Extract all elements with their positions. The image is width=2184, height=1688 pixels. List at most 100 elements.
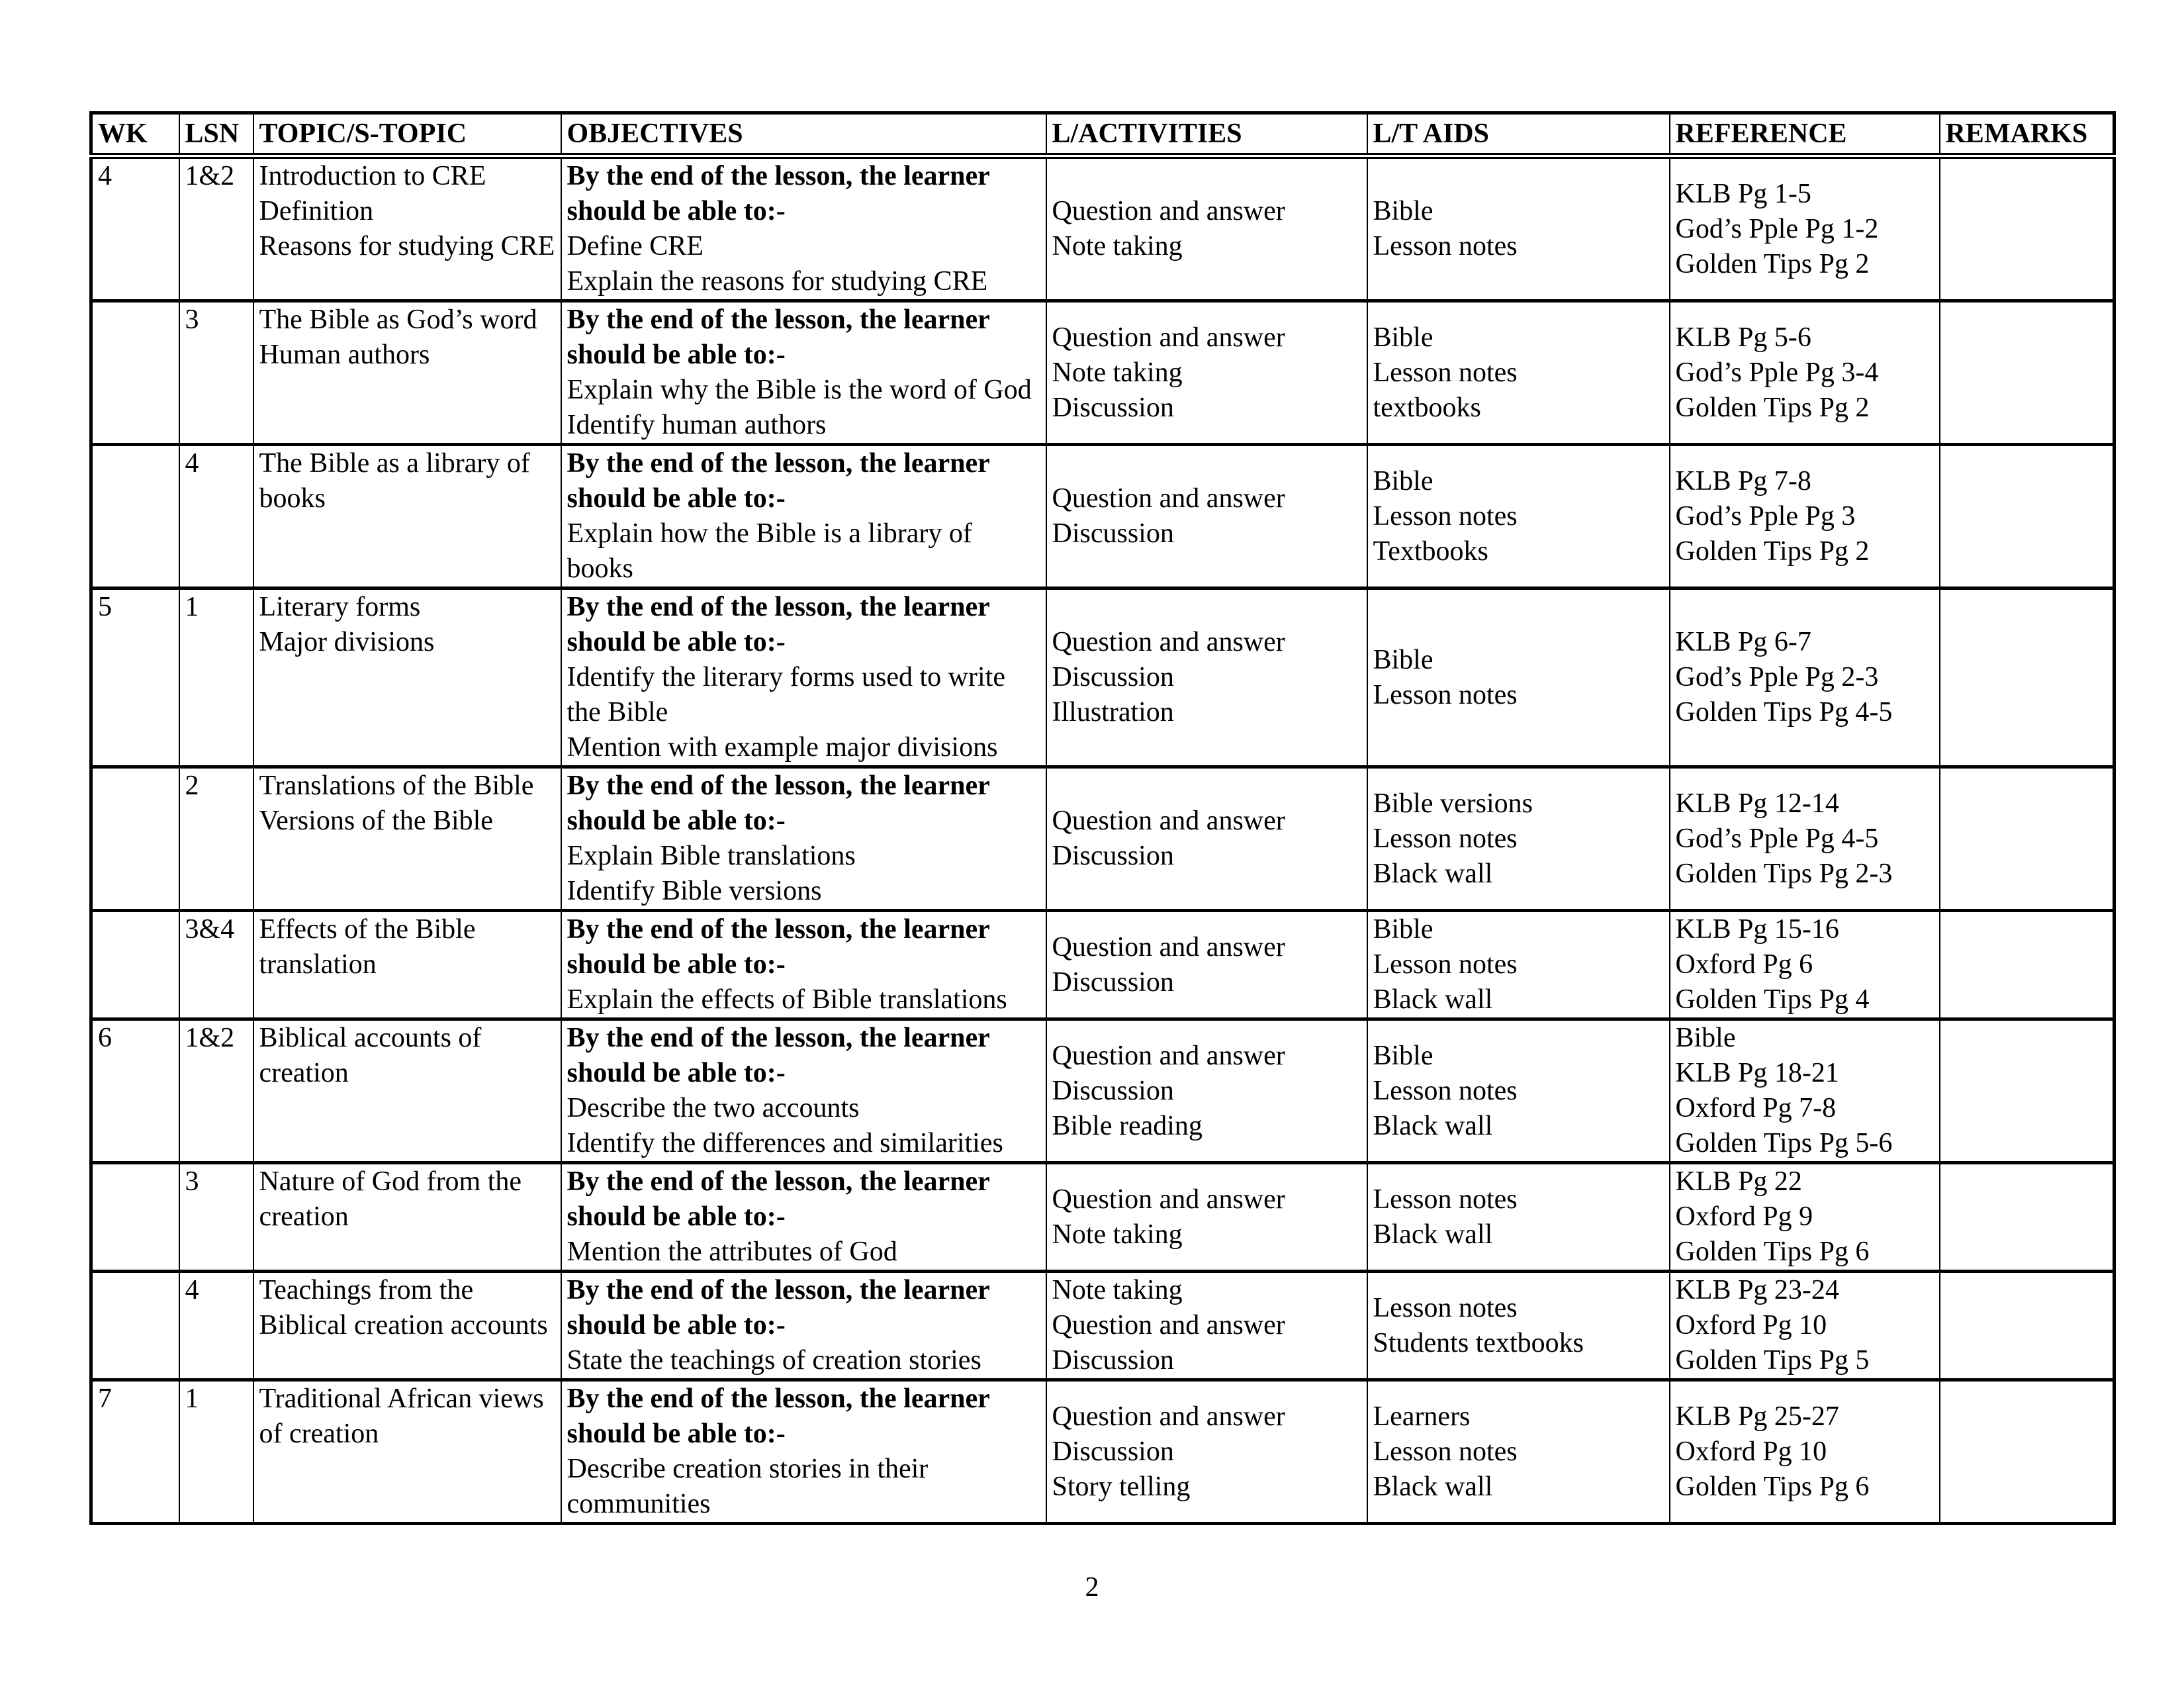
lsn-cell-line: 1 (185, 592, 199, 622)
table-row: 5 1 Literary forms Major divisions By the en… (90, 586, 2115, 769)
topic-cell-line: The Bible as God’s word (259, 305, 537, 335)
wk-cell: 7 (90, 1378, 180, 1525)
reference-cell: KLB Pg 15-16 Oxford Pg 6 Golden Tips Pg 4 (1668, 909, 1940, 1021)
lsn-cell: 1&2 (178, 1017, 254, 1164)
objective-line: Mention the attributes of God (567, 1237, 897, 1267)
aids-cell-line: Lesson notes (1373, 1184, 1518, 1215)
lsn-cell: 3&4 (178, 909, 254, 1021)
objectives-cell: By the end of the lesson, the learner sh… (560, 1161, 1047, 1273)
reference-cell: KLB Pg 1-5 God’s Pple Pg 1-2 Golden Tips P… (1668, 154, 1940, 303)
objective-line: Identify the differences and similaritie… (567, 1128, 1003, 1158)
activities-cell: Question and answer Discussion Story telli… (1045, 1378, 1368, 1525)
lsn-cell-line: 4 (185, 1275, 199, 1305)
table-body: 4 1&2 Introduction to CRE Definition Reasons… (90, 154, 2115, 1525)
reference-cell-line: God’s Pple Pg 2-3 (1675, 662, 1879, 692)
activities-cell-line: Discussion (1052, 662, 1174, 692)
objective-line: Describe the two accounts (567, 1093, 860, 1123)
aids-cell-line: Bible (1373, 914, 1433, 945)
aids-cell-line: Lesson notes (1373, 500, 1518, 532)
activities-cell-line: Story telling (1052, 1471, 1191, 1502)
aids-cell-line: Lesson notes (1373, 1436, 1518, 1467)
activities-cell-line: Question and answer (1052, 1040, 1285, 1071)
remarks-cell (1938, 765, 2115, 912)
topic-cell: Nature of God from the creation (252, 1161, 562, 1273)
wk-cell: 6 (90, 1017, 180, 1164)
column-header: TOPIC/S-TOPIC (252, 111, 562, 159)
objectives-cell: By the end of the lesson, the learner sh… (560, 154, 1047, 303)
reference-cell-line: Golden Tips Pg 4-5 (1675, 697, 1893, 727)
aids-cell: Lesson notes Black wall (1366, 1161, 1670, 1273)
aids-cell-line: Lesson notes (1373, 357, 1518, 388)
lsn-cell: 4 (178, 1270, 254, 1382)
table-row: 4 Teachings from the Biblical creation ac… (90, 1270, 2115, 1382)
aids-cell-line: Bible (1373, 196, 1433, 226)
scheme-of-work-table: WK LSN TOPIC/S-TOPIC OBJECTIVES L/ACTIVITIES… (89, 111, 2116, 1525)
objectives-cell: By the end of the lesson, the learner sh… (560, 586, 1047, 769)
activities-cell: Question and answer Discussion Bible readi… (1045, 1017, 1368, 1164)
topic-cell-line: Definition (259, 196, 374, 226)
reference-cell-line: Oxford Pg 6 (1675, 949, 1813, 980)
table-row: 6 1&2 Biblical accounts of creation By the … (90, 1017, 2115, 1164)
aids-cell-line: Black wall (1373, 1219, 1493, 1250)
wk-cell (90, 1270, 180, 1382)
lsn-cell-line: 1&2 (185, 1023, 235, 1053)
objectives-lead: By the end of the lesson, the learner sh… (567, 305, 990, 370)
activities-cell-line: Discussion (1052, 1345, 1174, 1376)
table-row: 3 The Bible as God’s word Human authors By … (90, 299, 2115, 446)
reference-cell-line: God’s Pple Pg 1-2 (1675, 213, 1879, 244)
remarks-cell (1938, 1161, 2115, 1273)
wk-cell (90, 1161, 180, 1273)
reference-cell-line: Golden Tips Pg 2 (1675, 536, 1870, 567)
objective-line: Identify human authors (567, 410, 827, 440)
topic-cell: The Bible as a library of books (252, 443, 562, 590)
topic-cell-line: Traditional African views of creation (259, 1383, 544, 1449)
lsn-cell-line: 1 (185, 1383, 199, 1414)
reference-cell-line: God’s Pple Pg 3-4 (1675, 357, 1879, 388)
activities-cell: Question and answer Note taking (1045, 154, 1368, 303)
lsn-cell: 4 (178, 443, 254, 590)
remarks-cell (1938, 1270, 2115, 1382)
topic-cell: Introduction to CRE Definition Reasons for… (252, 154, 562, 303)
wk-cell (90, 909, 180, 1021)
reference-cell-line: Golden Tips Pg 5 (1675, 1345, 1870, 1376)
objective-line: Explain how the Bible is a library of bo… (567, 518, 972, 584)
lsn-cell: 3 (178, 299, 254, 446)
reference-cell-line: KLB Pg 6-7 (1675, 627, 1811, 657)
reference-cell: KLB Pg 5-6 God’s Pple Pg 3-4 Golden Tips P… (1668, 299, 1940, 446)
remarks-cell (1938, 1378, 2115, 1525)
lsn-cell: 3 (178, 1161, 254, 1273)
lsn-cell: 2 (178, 765, 254, 912)
reference-cell: KLB Pg 6-7 God’s Pple Pg 2-3 Golden Tips P… (1668, 586, 1940, 769)
objective-line: Identify the literary forms used to writ… (567, 662, 1005, 727)
objectives-lead: By the end of the lesson, the learner sh… (567, 1023, 990, 1088)
activities-cell: Question and answer Note taking Discussion (1045, 299, 1368, 446)
remarks-cell (1938, 909, 2115, 1021)
aids-cell: Bible Lesson notes Black wall (1366, 909, 1670, 1021)
topic-cell: Effects of the Bible translation (252, 909, 562, 1021)
reference-cell-line: KLB Pg 15-16 (1675, 914, 1839, 945)
activities-cell-line: Question and answer (1052, 196, 1285, 226)
lsn-cell-line: 1&2 (185, 161, 235, 191)
aids-cell-line: Lesson notes (1373, 231, 1518, 261)
objective-line: State the teachings of creation stories (567, 1345, 981, 1376)
aids-cell: Bible Lesson notes Black wall (1366, 1017, 1670, 1164)
column-header: WK (90, 111, 180, 159)
column-header: L/T AIDS (1366, 111, 1670, 159)
reference-cell: KLB Pg 22 Oxford Pg 9 Golden Tips Pg 6 (1668, 1161, 1940, 1273)
objective-line: Explain the effects of Bible translation… (567, 984, 1007, 1015)
aids-cell: Bible Lesson notes (1366, 586, 1670, 769)
objectives-cell: By the end of the lesson, the learner sh… (560, 1378, 1047, 1525)
aids-cell: Learners Lesson notes Black wall (1366, 1378, 1670, 1525)
objectives-lead: By the end of the lesson, the learner sh… (567, 914, 990, 980)
reference-cell-line: KLB Pg 23-24 (1675, 1275, 1839, 1305)
wk-cell-line: 4 (98, 161, 112, 191)
reference-cell-line: KLB Pg 25-27 (1675, 1401, 1839, 1432)
activities-cell-line: Discussion (1052, 966, 1174, 998)
lsn-cell-line: 2 (185, 771, 199, 801)
activities-cell: Question and answer Discussion (1045, 443, 1368, 590)
page-number: 2 (1085, 1572, 1099, 1603)
table-row: 3 Nature of God from the creation By the e… (90, 1161, 2115, 1273)
reference-cell-line: KLB Pg 22 (1675, 1166, 1802, 1197)
activities-cell-line: Note taking (1052, 357, 1183, 388)
wk-cell-line: 7 (98, 1383, 112, 1414)
